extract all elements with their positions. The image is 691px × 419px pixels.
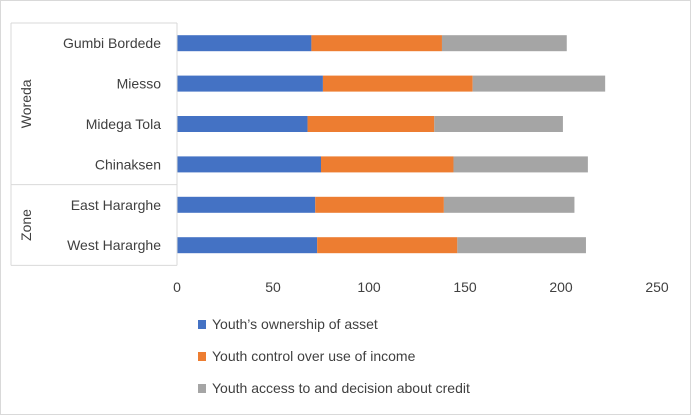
category-labels: Gumbi Bordede Miesso Midega Tola Chinaksen E… (63, 23, 178, 266)
category-label: Chinaksen (95, 156, 161, 172)
legend-swatch (198, 352, 206, 361)
x-tick-label: 150 (453, 279, 477, 295)
bar-segment-3-gumbi-bordede (441, 35, 567, 52)
legend-swatch (198, 384, 206, 393)
x-tick-label: 200 (549, 279, 573, 295)
x-tick-label: 250 (645, 279, 669, 295)
x-tick-label: 0 (173, 279, 181, 295)
bar-segment-1-chinaksen (177, 156, 321, 173)
bar-segment-2-west-hararghe (317, 237, 458, 254)
bar-segment-2-midega-tola (307, 116, 435, 132)
bar-segment-2-chinaksen (321, 156, 454, 173)
x-tick-label: 50 (265, 279, 281, 295)
group-label-woreda: Woreda (18, 79, 34, 128)
bar-segment-3-west-hararghe (457, 237, 586, 254)
bar-segment-1-gumbi-bordede (177, 35, 312, 52)
bar-segment-2-gumbi-bordede (311, 35, 442, 52)
bar-segment-3-east-hararghe (443, 196, 575, 213)
bar-segment-2-miesso (322, 75, 473, 92)
bar-segment-1-east-hararghe (177, 196, 316, 213)
category-label: West Hararghe (67, 237, 161, 253)
category-label: Gumbi Bordede (63, 35, 161, 51)
bar-segment-3-miesso (472, 75, 606, 92)
bars-layer (177, 35, 606, 254)
bar-segment-1-west-hararghe (177, 237, 318, 254)
category-label: Miesso (117, 76, 162, 92)
bar-segment-3-chinaksen (453, 156, 588, 173)
x-axis-ticks: 0 50 100 150 200 250 (173, 279, 669, 295)
legend-label: Youth access to and decision about credi… (212, 380, 470, 396)
legend-label: Youth control over use of income (212, 348, 416, 364)
bar-segment-3-midega-tola (434, 116, 563, 132)
category-label: Midega Tola (86, 116, 161, 132)
legend-swatch (198, 320, 206, 329)
group-label-zone: Zone (18, 209, 34, 241)
bar-segment-2-east-hararghe (315, 196, 444, 213)
legend: Youth’s ownership of asset Youth control … (198, 316, 470, 396)
legend-label: Youth’s ownership of asset (212, 316, 378, 332)
x-tick-label: 100 (357, 279, 381, 295)
bar-segment-1-midega-tola (177, 116, 308, 132)
group-labels: Woreda Zone (10, 22, 177, 266)
bar-segment-1-miesso (177, 75, 323, 92)
category-label: East Hararghe (71, 197, 161, 213)
